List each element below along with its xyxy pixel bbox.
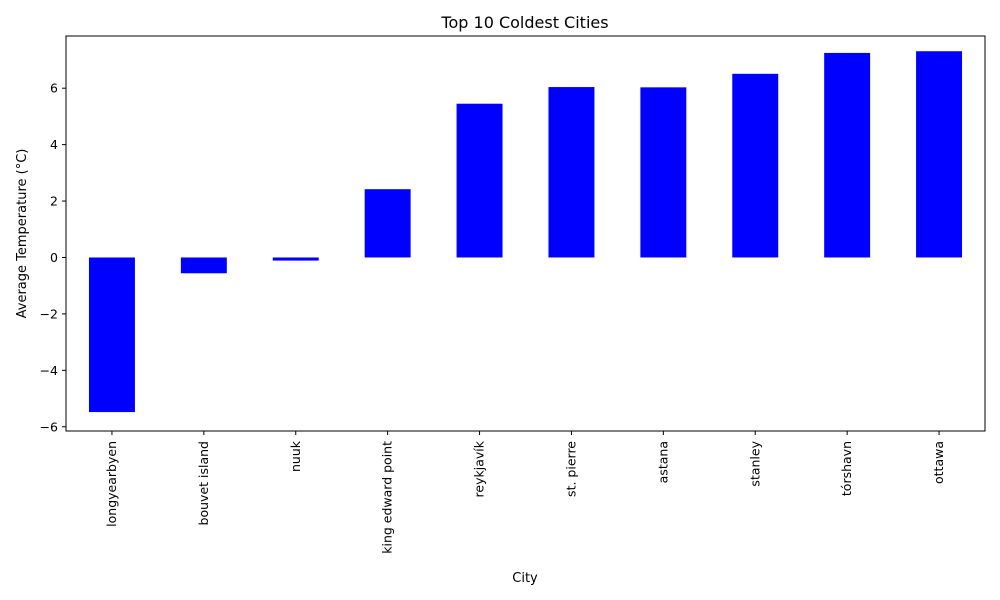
bar-stanley: [732, 73, 779, 258]
plot-frame: [65, 35, 986, 432]
x-tick-label: st. pierre: [563, 441, 578, 497]
bar-king-edward-point: [364, 189, 411, 258]
x-axis-ticks: longyearbyen bouvet island nuuk king edward…: [104, 431, 946, 554]
bar-ottawa: [916, 51, 963, 258]
bar-st-pierre: [548, 87, 595, 258]
bar-reykjav-k: [456, 103, 503, 258]
y-tick-label: −4: [40, 363, 58, 378]
bar-bouvet-island: [180, 257, 227, 274]
x-tick-label: stanley: [747, 440, 762, 486]
y-axis-ticks: −6 −4 −2 0 2 4 6: [40, 81, 66, 434]
y-tick-label: −2: [40, 306, 58, 321]
y-tick-label: −6: [40, 419, 58, 434]
x-tick-label: ottawa: [931, 441, 946, 484]
y-tick-label: 0: [50, 250, 58, 265]
x-tick-label: astana: [655, 441, 670, 483]
bar-nuuk: [272, 257, 319, 261]
y-tick-label: 4: [50, 137, 58, 152]
x-axis-label: City: [512, 571, 538, 586]
x-tick-label: bouvet island: [196, 441, 211, 525]
y-tick-label: 2: [50, 194, 58, 209]
bars-group: [88, 51, 963, 413]
x-tick-label: reykjavík: [472, 440, 487, 497]
y-axis-label: Average Temperature (°C): [15, 149, 30, 319]
x-tick-label: king edward point: [380, 441, 395, 554]
y-tick-label: 6: [50, 81, 58, 96]
bar-longyearbyen: [88, 257, 135, 413]
x-tick-label: nuuk: [288, 440, 303, 472]
x-tick-label: tórshavn: [839, 441, 854, 496]
bar-t-rshavn: [824, 52, 871, 258]
x-tick-label: longyearbyen: [104, 441, 119, 527]
chart-title: Top 10 Coldest Cities: [440, 13, 608, 32]
bar-astana: [640, 87, 687, 258]
